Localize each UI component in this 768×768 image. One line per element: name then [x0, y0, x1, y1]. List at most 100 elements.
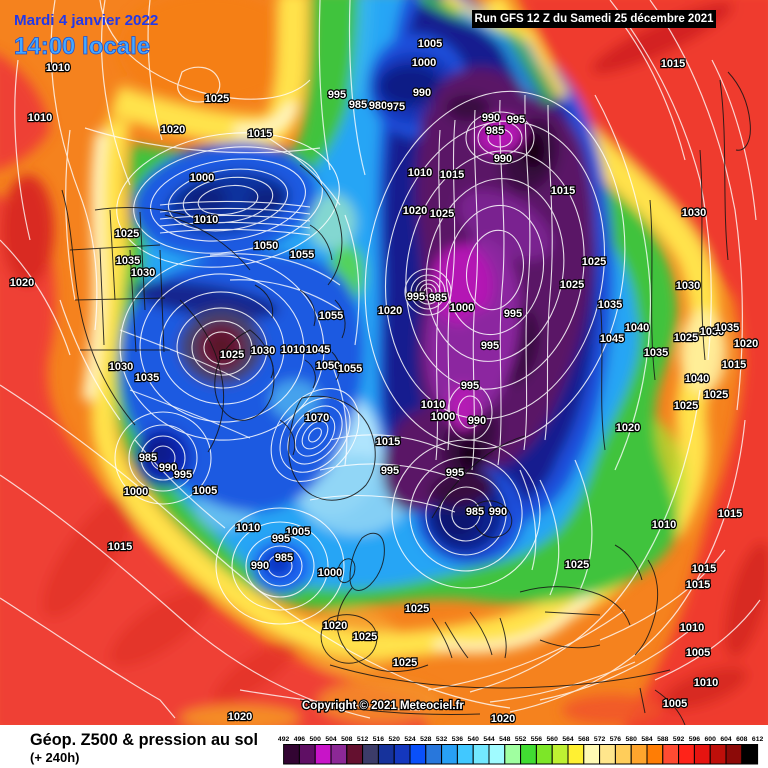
- svg-text:995: 995: [407, 291, 425, 303]
- svg-text:995: 995: [461, 380, 479, 392]
- svg-text:1020: 1020: [10, 277, 34, 289]
- svg-text:504: 504: [325, 736, 337, 743]
- svg-text:1025: 1025: [704, 389, 728, 401]
- svg-text:1015: 1015: [718, 508, 742, 520]
- svg-text:1030: 1030: [700, 326, 724, 338]
- svg-text:990: 990: [494, 153, 512, 165]
- svg-text:1020: 1020: [491, 713, 515, 725]
- svg-text:985: 985: [486, 125, 504, 137]
- svg-text:1015: 1015: [376, 436, 400, 448]
- svg-text:1010: 1010: [281, 344, 305, 356]
- svg-text:1005: 1005: [663, 698, 687, 710]
- svg-text:980: 980: [369, 100, 387, 112]
- svg-text:Géop. Z500 & pression au sol: Géop. Z500 & pression au sol: [30, 731, 258, 749]
- svg-text:1010: 1010: [421, 399, 445, 411]
- svg-text:1025: 1025: [582, 256, 606, 268]
- svg-text:1070: 1070: [305, 412, 329, 424]
- svg-text:1010: 1010: [408, 167, 432, 179]
- svg-text:1035: 1035: [135, 372, 159, 384]
- svg-text:1015: 1015: [248, 128, 272, 140]
- svg-text:1035: 1035: [715, 322, 739, 334]
- svg-text:556: 556: [531, 736, 543, 743]
- svg-text:536: 536: [452, 736, 464, 743]
- svg-text:995: 995: [174, 469, 192, 481]
- svg-text:1050: 1050: [254, 240, 278, 252]
- svg-text:1040: 1040: [625, 322, 649, 334]
- svg-text:608: 608: [736, 736, 748, 743]
- svg-text:1000: 1000: [431, 411, 455, 423]
- svg-text:985: 985: [275, 552, 293, 564]
- svg-text:588: 588: [657, 736, 669, 743]
- svg-text:995: 995: [328, 89, 346, 101]
- svg-text:568: 568: [578, 736, 590, 743]
- svg-text:1010: 1010: [694, 677, 718, 689]
- svg-text:560: 560: [547, 736, 559, 743]
- svg-text:604: 604: [720, 736, 732, 743]
- svg-text:1010: 1010: [652, 519, 676, 531]
- svg-text:1045: 1045: [600, 333, 624, 345]
- svg-text:516: 516: [373, 736, 385, 743]
- svg-text:564: 564: [562, 736, 574, 743]
- svg-text:584: 584: [641, 736, 653, 743]
- svg-text:995: 995: [381, 465, 399, 477]
- svg-text:1015: 1015: [661, 58, 685, 70]
- svg-text:1055: 1055: [338, 363, 362, 375]
- svg-text:528: 528: [420, 736, 432, 743]
- svg-text:975: 975: [387, 101, 405, 113]
- svg-text:512: 512: [357, 736, 369, 743]
- svg-text:1010: 1010: [236, 522, 260, 534]
- svg-text:1005: 1005: [686, 647, 710, 659]
- svg-text:1020: 1020: [734, 338, 758, 350]
- svg-text:1020: 1020: [616, 422, 640, 434]
- svg-text:990: 990: [159, 462, 177, 474]
- svg-text:524: 524: [404, 736, 416, 743]
- svg-text:1025: 1025: [115, 228, 139, 240]
- svg-text:532: 532: [436, 736, 448, 743]
- svg-text:544: 544: [483, 736, 495, 743]
- svg-text:580: 580: [626, 736, 638, 743]
- svg-text:1020: 1020: [323, 620, 347, 632]
- svg-text:548: 548: [499, 736, 511, 743]
- svg-text:Copyright © 2021 Meteociel.fr: Copyright © 2021 Meteociel.fr: [302, 700, 464, 712]
- svg-text:592: 592: [673, 736, 685, 743]
- svg-text:985: 985: [139, 452, 157, 464]
- svg-text:1030: 1030: [251, 345, 275, 357]
- svg-text:596: 596: [689, 736, 701, 743]
- svg-text:1015: 1015: [440, 169, 464, 181]
- svg-text:990: 990: [482, 112, 500, 124]
- svg-text:500: 500: [310, 736, 322, 743]
- svg-text:1015: 1015: [722, 359, 746, 371]
- svg-text:1005: 1005: [193, 485, 217, 497]
- svg-text:990: 990: [468, 415, 486, 427]
- svg-text:995: 995: [272, 533, 290, 545]
- svg-text:572: 572: [594, 736, 606, 743]
- svg-text:1000: 1000: [412, 57, 436, 69]
- svg-text:1030: 1030: [676, 280, 700, 292]
- svg-text:1050: 1050: [316, 360, 340, 372]
- svg-text:1010: 1010: [46, 62, 70, 74]
- svg-text:1025: 1025: [430, 208, 454, 220]
- svg-text:985: 985: [349, 99, 367, 111]
- svg-text:1020: 1020: [378, 305, 402, 317]
- svg-text:1025: 1025: [674, 332, 698, 344]
- svg-text:508: 508: [341, 736, 353, 743]
- svg-text:1055: 1055: [319, 310, 343, 322]
- svg-text:990: 990: [489, 506, 507, 518]
- svg-text:995: 995: [504, 308, 522, 320]
- svg-text:1015: 1015: [108, 541, 132, 553]
- svg-text:1025: 1025: [220, 349, 244, 361]
- svg-text:1025: 1025: [393, 657, 417, 669]
- svg-text:552: 552: [515, 736, 527, 743]
- svg-text:1055: 1055: [290, 249, 314, 261]
- svg-text:612: 612: [752, 736, 764, 743]
- svg-text:1030: 1030: [109, 361, 133, 373]
- svg-text:995: 995: [446, 467, 464, 479]
- svg-text:1030: 1030: [682, 207, 706, 219]
- svg-text:1010: 1010: [680, 622, 704, 634]
- svg-text:1040: 1040: [685, 373, 709, 385]
- svg-text:1025: 1025: [405, 603, 429, 615]
- svg-text:1035: 1035: [598, 299, 622, 311]
- svg-text:540: 540: [468, 736, 480, 743]
- svg-text:1020: 1020: [228, 711, 252, 723]
- svg-text:(+ 240h): (+ 240h): [30, 750, 80, 765]
